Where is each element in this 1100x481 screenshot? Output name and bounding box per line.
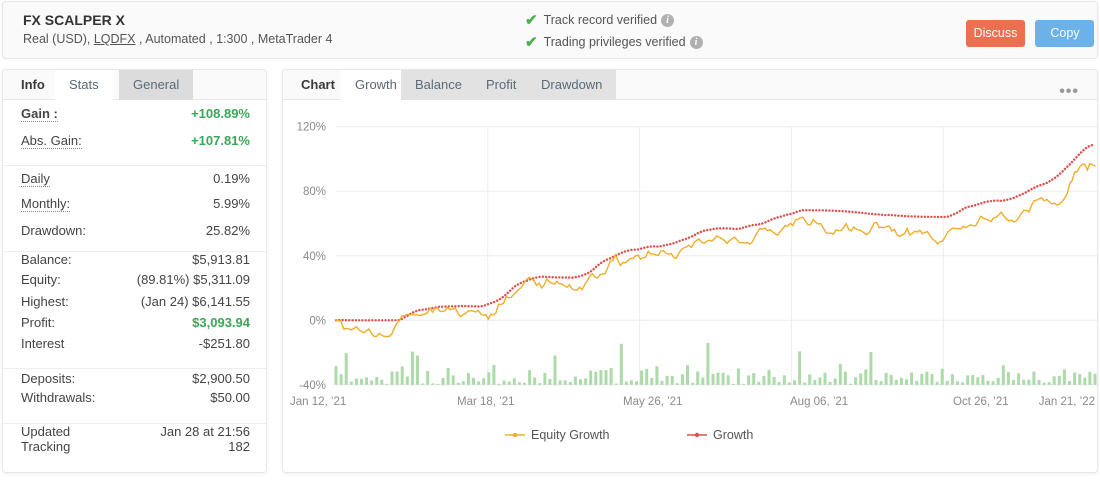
svg-text:Aug 06, ’21: Aug 06, ’21 [790,396,848,408]
svg-text:May 26, ’21: May 26, ’21 [623,396,682,408]
svg-text:Equity Growth: Equity Growth [531,428,610,442]
svg-text:-40%: -40% [299,380,326,392]
svg-text:0%: 0% [309,315,326,327]
svg-text:Jan 12, ’21: Jan 12, ’21 [290,396,346,408]
svg-text:Oct 26, ’21: Oct 26, ’21 [953,396,1009,408]
svg-text:40%: 40% [303,251,326,263]
svg-text:Mar 18, ’21: Mar 18, ’21 [457,396,515,408]
svg-text:80%: 80% [303,186,326,198]
svg-text:120%: 120% [297,122,326,134]
svg-text:Jan 21, ’22: Jan 21, ’22 [1039,396,1095,408]
svg-text:Growth: Growth [713,428,753,442]
